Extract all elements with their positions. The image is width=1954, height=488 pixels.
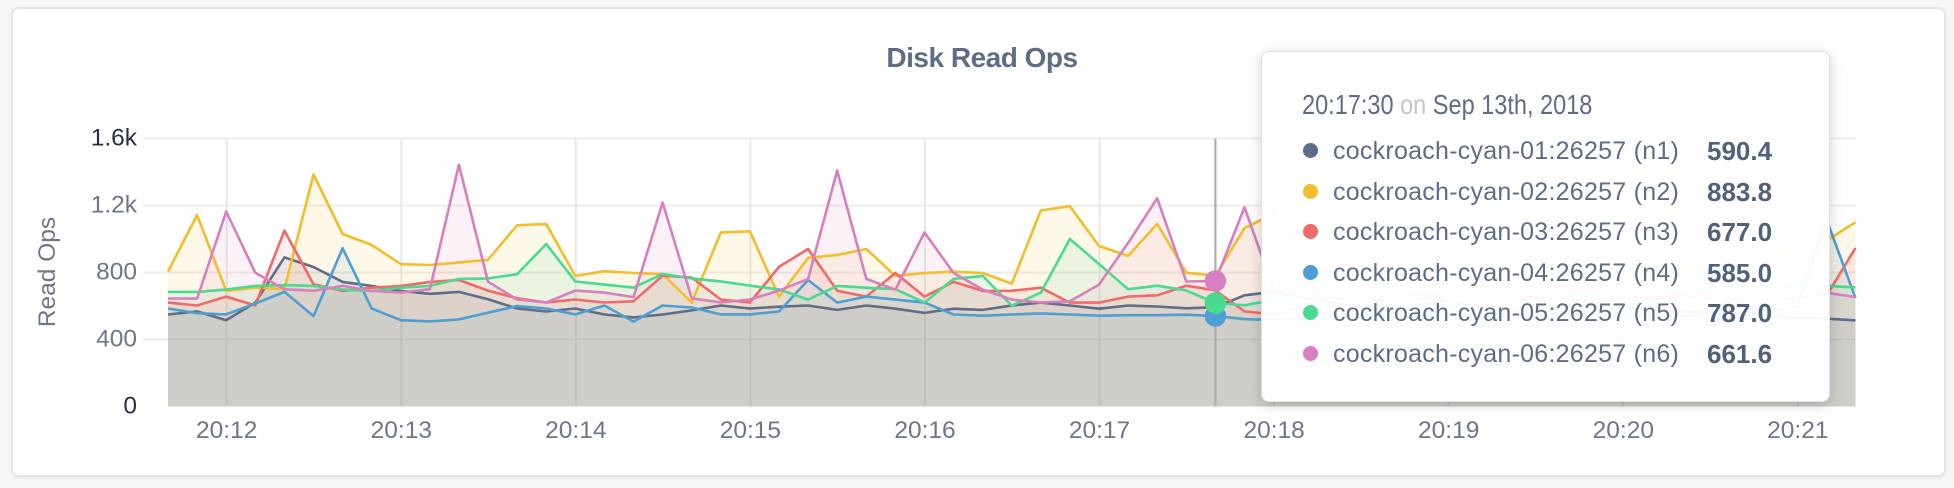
svg-text:20:20: 20:20 (1593, 417, 1654, 444)
svg-text:20:21: 20:21 (1767, 417, 1828, 444)
svg-text:20:16: 20:16 (894, 417, 955, 444)
svg-text:20:17: 20:17 (1069, 417, 1130, 444)
svg-text:1.6k: 1.6k (91, 125, 138, 152)
svg-text:20:12: 20:12 (196, 417, 257, 444)
svg-text:20:18: 20:18 (1243, 417, 1304, 444)
svg-text:20:13: 20:13 (371, 417, 432, 444)
svg-text:20:19: 20:19 (1418, 417, 1479, 444)
svg-text:0: 0 (123, 393, 137, 420)
svg-text:1.2k: 1.2k (91, 192, 138, 219)
svg-text:Read Ops: Read Ops (34, 217, 61, 327)
svg-text:20:15: 20:15 (720, 417, 781, 444)
svg-text:400: 400 (96, 326, 137, 353)
svg-text:800: 800 (96, 259, 137, 286)
svg-text:20:14: 20:14 (545, 417, 606, 444)
